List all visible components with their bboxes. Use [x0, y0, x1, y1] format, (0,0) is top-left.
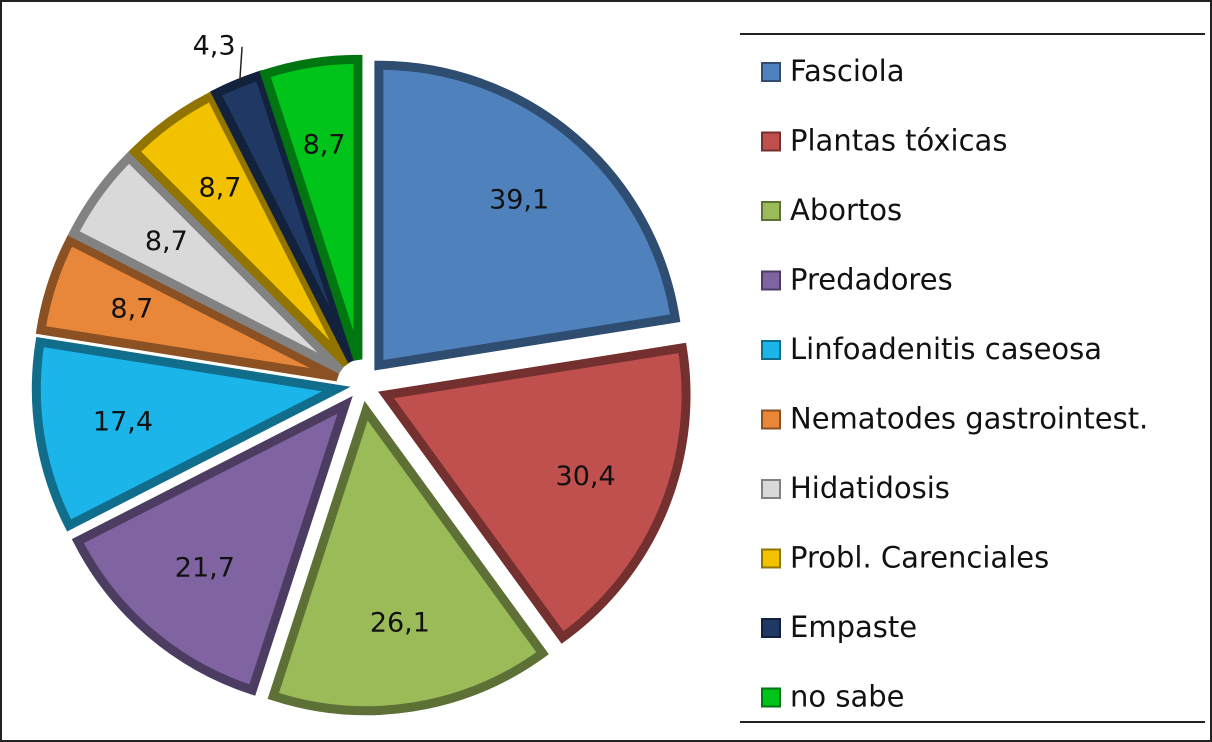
legend-swatch	[761, 479, 781, 499]
legend-label: Linfoadenitis caseosa	[790, 332, 1102, 366]
data-label: 8,7	[303, 129, 346, 160]
leader-line	[238, 46, 243, 89]
pie-slice	[210, 70, 357, 364]
pie-slice	[71, 395, 353, 696]
data-label: 21,7	[175, 553, 235, 584]
pie-slice	[35, 234, 340, 382]
legend-label: Hidatidosis	[790, 471, 950, 505]
data-label: 39,1	[489, 184, 549, 215]
data-label: 30,4	[556, 461, 616, 492]
legend-label: Plantas tóxicas	[790, 124, 1007, 158]
legend-swatch	[761, 340, 781, 360]
data-label: 26,1	[370, 608, 430, 639]
pie-slice	[31, 336, 351, 532]
legend-label: Predadores	[790, 263, 953, 297]
pie-slice	[378, 342, 691, 644]
legend-swatch	[761, 201, 781, 221]
legend-label: Empaste	[790, 610, 917, 644]
pie-slice	[374, 60, 681, 371]
legend-label: Fasciola	[790, 54, 904, 88]
pie-slice	[128, 90, 351, 368]
data-label: 4,3	[193, 30, 236, 61]
pie-slice	[259, 54, 363, 361]
legend-swatch	[761, 270, 781, 291]
legend-swatch	[761, 687, 781, 708]
legend-label: Probl. Carenciales	[790, 541, 1049, 575]
pie-slice	[67, 151, 345, 374]
legend-swatch	[761, 618, 781, 638]
data-label: 8,7	[145, 226, 188, 257]
legend-label: Abortos	[790, 193, 902, 227]
pie-slice	[267, 400, 549, 716]
legend-swatch	[761, 131, 781, 152]
legend-swatch	[761, 62, 781, 82]
data-label: 8,7	[110, 294, 153, 325]
legend-swatch	[761, 548, 781, 569]
data-label: 17,4	[93, 406, 153, 437]
legend-label: no sabe	[790, 680, 904, 714]
legend-swatch	[761, 409, 781, 430]
legend-label: Nematodes gastrointest.	[790, 402, 1148, 436]
data-label: 8,7	[198, 173, 241, 204]
